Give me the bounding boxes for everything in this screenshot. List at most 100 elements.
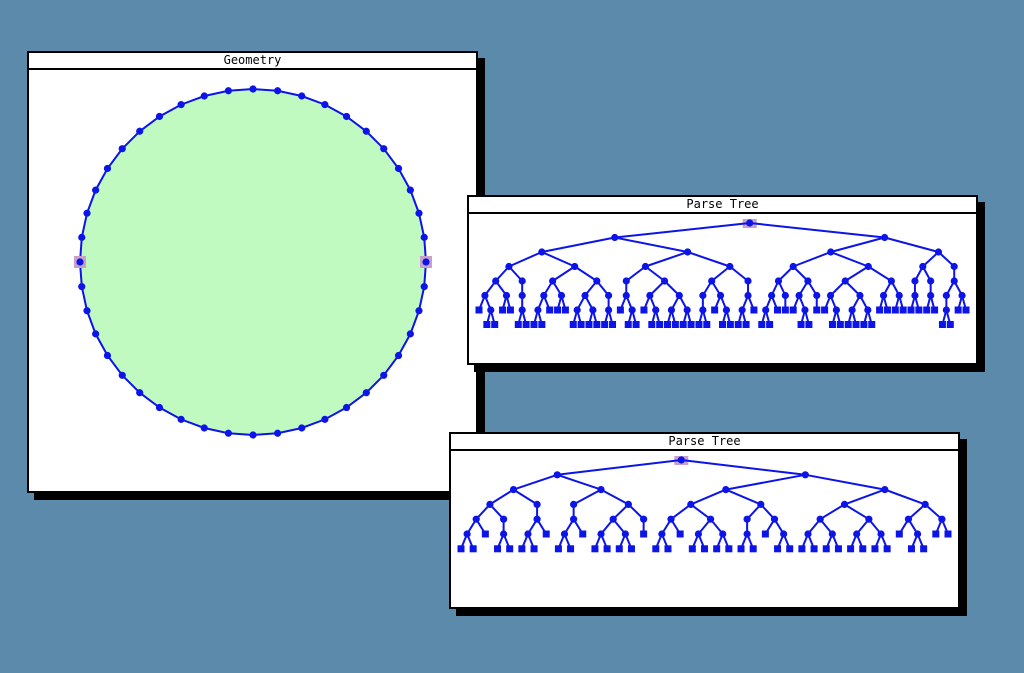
tree-node[interactable] [667, 306, 676, 314]
polygon-vertex[interactable] [274, 429, 282, 437]
tree-node[interactable] [927, 291, 935, 300]
polygon-vertex[interactable] [298, 92, 306, 100]
polygon-vertex[interactable] [118, 145, 126, 153]
tree-node[interactable] [767, 291, 776, 300]
tree-node[interactable] [660, 277, 669, 285]
polygon-vertex[interactable] [155, 112, 164, 121]
tree-leaf[interactable] [481, 530, 489, 538]
tree-leaf[interactable] [907, 545, 915, 553]
tree-node[interactable] [938, 515, 946, 523]
tree-node[interactable] [795, 291, 803, 300]
tree-edge[interactable] [541, 236, 615, 253]
tree-node[interactable] [675, 291, 683, 300]
tree-node[interactable] [533, 515, 541, 523]
tree-node[interactable] [500, 530, 508, 538]
tree-node[interactable] [913, 530, 922, 538]
tree-node[interactable] [622, 291, 630, 300]
tree-node[interactable] [780, 530, 788, 538]
tree-node[interactable] [743, 515, 751, 523]
tree-node[interactable] [744, 277, 752, 285]
tree-leaf[interactable] [789, 306, 797, 314]
polygon-vertex[interactable] [78, 283, 86, 291]
tree-node[interactable] [877, 530, 885, 538]
tree-node[interactable] [538, 248, 546, 256]
tree-edge[interactable] [792, 251, 832, 268]
tree-node[interactable] [557, 291, 566, 300]
tree-leaf[interactable] [742, 321, 750, 328]
tree-leaf[interactable] [542, 530, 550, 538]
tree-edge[interactable] [645, 251, 688, 268]
polygon-vertex[interactable] [224, 87, 232, 95]
tree-leaf[interactable] [554, 545, 562, 553]
polygon-vertex[interactable] [298, 424, 306, 432]
tree-node[interactable] [813, 291, 821, 300]
tree-leaf[interactable] [883, 306, 891, 314]
tree-node[interactable] [958, 291, 966, 300]
tree-leaf[interactable] [805, 321, 813, 328]
polygon-vertex[interactable] [249, 85, 257, 93]
tree-edge[interactable] [844, 488, 886, 506]
polygon-vertex[interactable] [362, 127, 370, 135]
geometry-canvas[interactable] [29, 70, 476, 491]
tree-leaf[interactable] [676, 530, 684, 538]
tree-node[interactable] [518, 277, 526, 285]
polygon-vertex[interactable] [406, 330, 414, 338]
tree-node[interactable] [743, 530, 751, 538]
tree-edge[interactable] [614, 222, 750, 239]
tree-leaf[interactable] [931, 306, 939, 314]
tree-node[interactable] [856, 291, 864, 300]
tree-node[interactable] [593, 277, 601, 285]
tree-edge[interactable] [711, 265, 731, 282]
tree-edge[interactable] [884, 236, 939, 253]
tree-leaf[interactable] [579, 530, 587, 538]
tree-node[interactable] [597, 530, 605, 538]
polygon-vertex[interactable] [83, 209, 91, 217]
tree-node[interactable] [738, 306, 746, 314]
tree-node[interactable] [804, 530, 812, 538]
tree-node[interactable] [533, 500, 541, 508]
tree-node[interactable] [864, 262, 872, 271]
tree-leaf[interactable] [561, 306, 569, 314]
tree-leaf[interactable] [506, 545, 514, 553]
tree-edge[interactable] [830, 251, 869, 268]
polygon-vertex[interactable] [380, 145, 388, 153]
tree-node[interactable] [864, 306, 872, 314]
tree-edge[interactable] [687, 251, 731, 268]
tree-edge[interactable] [749, 222, 885, 239]
polygon-vertex[interactable] [136, 127, 144, 135]
tree-node[interactable] [881, 486, 889, 494]
tree-leaf[interactable] [483, 321, 491, 328]
tree-node[interactable] [573, 306, 581, 314]
tree-node[interactable] [687, 500, 695, 508]
tree-leaf[interactable] [932, 530, 940, 538]
tree-node[interactable] [571, 262, 579, 271]
tree-edge[interactable] [625, 265, 647, 282]
tree-leaf[interactable] [554, 306, 562, 314]
tree-leaf[interactable] [648, 321, 656, 328]
tree-node[interactable] [463, 530, 471, 538]
tree-node[interactable] [832, 306, 840, 314]
tree-node[interactable] [927, 277, 935, 285]
tree-leaf[interactable] [591, 545, 599, 553]
tree-node[interactable] [719, 530, 727, 538]
tree-leaf[interactable] [895, 530, 903, 538]
tree-leaf[interactable] [899, 306, 907, 314]
parse-tree-canvas-1[interactable] [469, 214, 976, 363]
tree-node[interactable] [624, 500, 633, 508]
tree-node[interactable] [722, 306, 731, 314]
tree-node[interactable] [816, 515, 824, 523]
tree-leaf[interactable] [923, 306, 931, 314]
tree-leaf[interactable] [679, 321, 687, 328]
tree-leaf[interactable] [938, 321, 946, 328]
tree-leaf[interactable] [632, 321, 640, 328]
tree-node[interactable] [722, 486, 730, 494]
tree-edge[interactable] [907, 503, 926, 520]
tree-node[interactable] [881, 233, 889, 242]
tree-node[interactable] [840, 500, 849, 508]
tree-node[interactable] [746, 219, 754, 227]
tree-node[interactable] [472, 515, 480, 523]
tree-node[interactable] [487, 306, 495, 314]
tree-node[interactable] [560, 530, 569, 538]
tree-leaf[interactable] [469, 545, 477, 553]
tree-edge[interactable] [867, 265, 892, 282]
